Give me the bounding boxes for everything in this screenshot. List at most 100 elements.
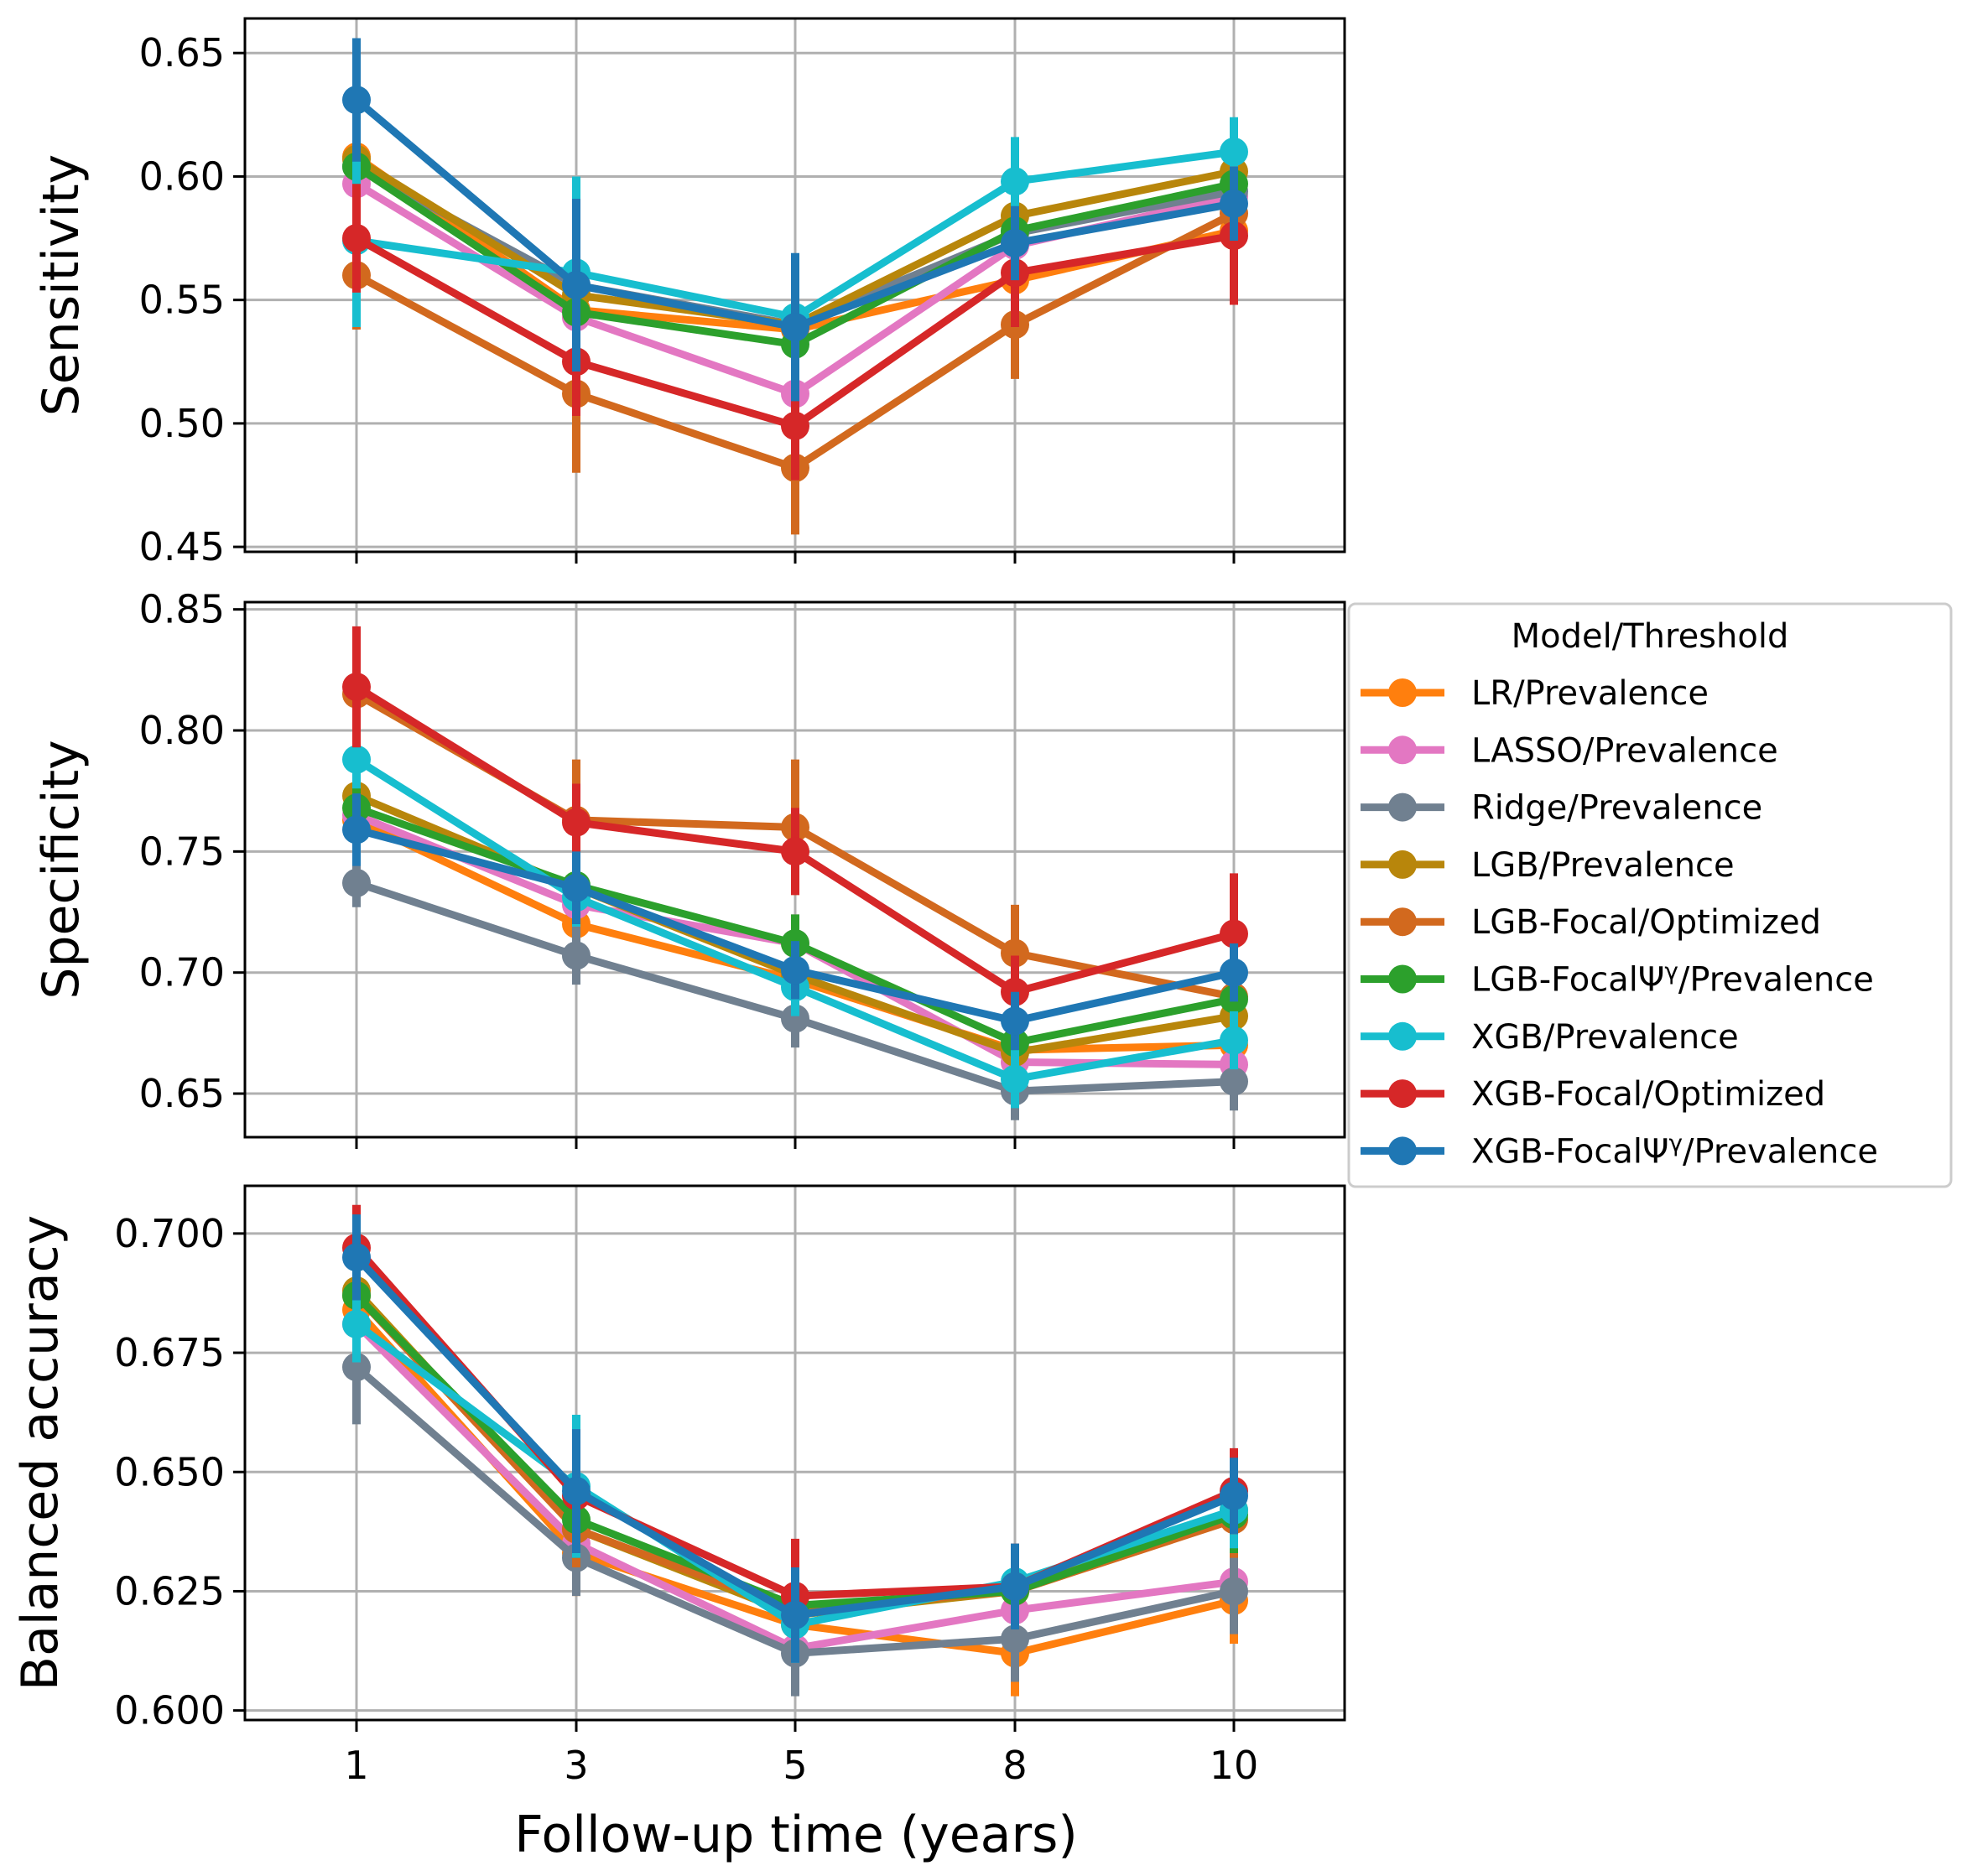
data-point xyxy=(342,86,371,115)
legend-entry-ridge-prevalence: Ridge/Prevalence xyxy=(1361,789,1762,828)
legend-entry-lgb-focal-prevalence: LGB-FocalΨγ/Prevalence xyxy=(1361,958,1874,1000)
data-point xyxy=(781,411,809,440)
legend: Model/Threshold LR/Prevalence LASSO/Preval… xyxy=(1347,602,1953,1188)
data-point xyxy=(562,873,591,902)
data-point xyxy=(342,673,371,702)
panels: 0.450.500.550.600.65Sensitivity0.650.700… xyxy=(11,17,1346,1788)
y-tick-label: 0.75 xyxy=(139,829,225,874)
data-point xyxy=(562,941,591,970)
data-point xyxy=(562,271,591,299)
legend-entry-lgb-focal-optimized: LGB-Focal/Optimized xyxy=(1361,903,1821,942)
panel-specificity: 0.65 0.70 0.75 0.80 0.85 Specificity xyxy=(32,587,1346,1149)
data-point xyxy=(342,868,371,897)
y-tick-label: 0.65 xyxy=(139,30,225,75)
data-point xyxy=(342,1353,371,1382)
x-tick-label: 10 xyxy=(1210,1743,1259,1788)
legend-entry-xgb-focal-prevalence: XGB-FocalΨγ/Prevalence xyxy=(1361,1129,1878,1171)
data-point xyxy=(1001,1006,1029,1036)
data-point xyxy=(562,1477,591,1505)
data-point xyxy=(1220,1026,1248,1055)
data-point xyxy=(342,745,371,774)
x-tick-label: 3 xyxy=(564,1743,588,1788)
y-tick-label: 0.55 xyxy=(139,278,225,323)
y-tick-label: 0.675 xyxy=(114,1330,225,1375)
y-tick-label: 0.65 xyxy=(139,1071,225,1116)
y-tick-label: 0.600 xyxy=(114,1688,225,1733)
x-tick-label: 1 xyxy=(344,1743,368,1788)
data-point xyxy=(1220,1481,1248,1510)
y-tick-label: 0.45 xyxy=(139,524,225,569)
legend-marker xyxy=(1388,907,1417,937)
legend-marker xyxy=(1388,964,1417,994)
data-point xyxy=(1001,228,1029,257)
legend-entry-lasso-prevalence: LASSO/Prevalence xyxy=(1361,731,1778,770)
data-point xyxy=(342,815,371,844)
data-point xyxy=(1001,1624,1029,1654)
data-point xyxy=(342,1309,371,1338)
plot-area xyxy=(342,38,1248,535)
y-tick-label: 0.70 xyxy=(139,950,225,995)
x-axis-title: Follow-up time (years) xyxy=(514,1806,1078,1864)
data-point xyxy=(1220,138,1248,166)
legend-label: LGB/Prevalence xyxy=(1471,846,1735,885)
series-xgb-focal-prevalence xyxy=(342,38,1248,402)
legend-label: LGB-Focal/Optimized xyxy=(1471,903,1821,942)
legend-label: XGB-Focal/Optimized xyxy=(1471,1075,1825,1114)
panel-frame xyxy=(243,1184,1346,1722)
legend-entry-xgb-prevalence: XGB/Prevalence xyxy=(1361,1018,1739,1057)
data-point xyxy=(1220,1067,1248,1096)
data-point xyxy=(1001,1572,1029,1601)
legend-entry-lr-prevalence: LR/Prevalence xyxy=(1361,674,1709,713)
data-point xyxy=(342,1243,371,1272)
legend-marker xyxy=(1388,735,1417,765)
y-tick-label: 0.80 xyxy=(139,708,225,753)
x-tick-label: 5 xyxy=(783,1743,807,1788)
legend-label: XGB/Prevalence xyxy=(1471,1018,1739,1057)
panel-balanced-accuracy: 0.600 0.625 0.650 0.675 0.700 Balanced accura… xyxy=(11,1184,1346,1788)
legend-label: LGB-FocalΨγ/Prevalence xyxy=(1471,958,1874,1000)
legend-marker xyxy=(1388,1021,1417,1051)
data-point xyxy=(1220,958,1248,987)
legend-label: LR/Prevalence xyxy=(1471,674,1709,713)
data-point xyxy=(342,224,371,253)
data-point xyxy=(781,313,809,342)
legend-entry-lgb-prevalence: LGB/Prevalence xyxy=(1361,846,1735,885)
y-axis-title: Sensitivity xyxy=(32,154,91,416)
series-xgb-focal-prevalence xyxy=(342,793,1248,1051)
y-tick-label: 0.625 xyxy=(114,1568,225,1614)
data-point xyxy=(1001,167,1029,196)
legend-marker xyxy=(1388,1079,1417,1109)
data-point xyxy=(1001,1064,1029,1094)
data-point xyxy=(781,1600,809,1629)
legend-marker xyxy=(1388,850,1417,879)
legend-label: LASSO/Prevalence xyxy=(1471,731,1778,770)
legend-frame xyxy=(1347,602,1953,1188)
plot-area xyxy=(342,626,1248,1120)
data-point xyxy=(781,837,809,866)
legend-label: Ridge/Prevalence xyxy=(1471,789,1762,828)
x-tick-label: 8 xyxy=(1002,1743,1027,1788)
panel-frame xyxy=(243,600,1346,1139)
y-tick-label: 0.85 xyxy=(139,587,225,632)
y-tick-label: 0.60 xyxy=(139,153,225,199)
data-point xyxy=(1220,189,1248,218)
data-point xyxy=(1220,919,1248,948)
data-point xyxy=(1001,938,1029,968)
data-point xyxy=(1220,1577,1248,1606)
data-point xyxy=(562,808,591,837)
data-point xyxy=(781,955,809,985)
panel-frame xyxy=(243,17,1346,553)
legend-marker xyxy=(1388,792,1417,822)
panel-sensitivity: 0.45 0.50 0.55 0.60 0.65 Sensitivity xyxy=(32,17,1346,569)
legend-label: XGB-FocalΨγ/Prevalence xyxy=(1471,1129,1878,1171)
y-axis-title: Specificity xyxy=(32,740,91,999)
y-tick-label: 0.700 xyxy=(114,1211,225,1256)
y-tick-label: 0.50 xyxy=(139,401,225,446)
data-point xyxy=(781,1004,809,1033)
y-tick-label: 0.650 xyxy=(114,1449,225,1494)
series-xgb-focal-prevalence xyxy=(342,1214,1248,1663)
legend-marker xyxy=(1388,678,1417,707)
legend-entry-xgb-focal-optimized: XGB-Focal/Optimized xyxy=(1361,1075,1825,1114)
legend-title: Model/Threshold xyxy=(1512,617,1789,656)
